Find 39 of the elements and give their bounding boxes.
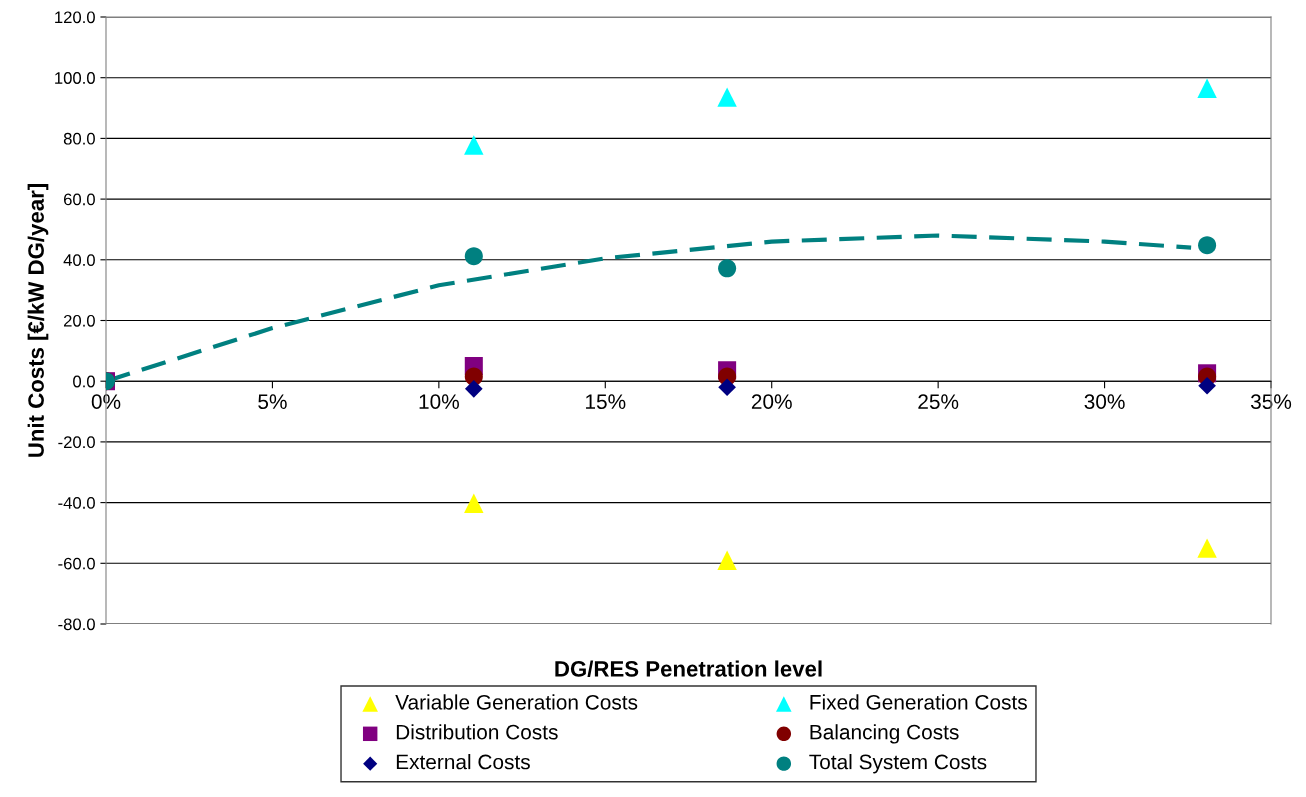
point bbox=[717, 550, 737, 570]
y-tick-label: -20.0 bbox=[58, 436, 95, 449]
point bbox=[1198, 236, 1217, 255]
legend-label: Distribution Costs bbox=[396, 724, 558, 740]
y-tick-label: -60.0 bbox=[58, 557, 95, 570]
y-tick-label: 20.0 bbox=[63, 314, 95, 327]
point bbox=[464, 247, 483, 266]
x-tick-label: 30% bbox=[1084, 394, 1125, 409]
x-tick-label: 20% bbox=[751, 394, 792, 409]
y-tick-label: 120.0 bbox=[55, 11, 95, 24]
y-tick-label: -80.0 bbox=[58, 618, 95, 631]
x-tick-label: 10% bbox=[419, 394, 459, 409]
legend-label: Balancing Costs bbox=[810, 724, 959, 744]
point bbox=[464, 379, 483, 398]
y-tick-label: 0.0 bbox=[73, 375, 95, 388]
legend-label: External Costs bbox=[396, 754, 530, 770]
x-tick-label: 0% bbox=[91, 394, 121, 409]
y-tick-label: 40.0 bbox=[63, 254, 95, 266]
y-tick-label: -40.0 bbox=[58, 497, 95, 509]
legend-label: Fixed Generation Costs bbox=[810, 694, 1027, 710]
x-axis-title: DG/RES Penetration level bbox=[555, 660, 822, 677]
point bbox=[1197, 538, 1217, 558]
x-tick-label: 25% bbox=[918, 394, 959, 409]
y-axis-title: Unit Costs [€/kW DG/year] bbox=[27, 184, 49, 457]
legend-label: Total System Costs bbox=[809, 754, 987, 774]
x-tick-label: 15% bbox=[586, 394, 626, 409]
y-tick-label: 60.0 bbox=[63, 193, 95, 206]
point bbox=[1198, 376, 1216, 395]
point bbox=[464, 135, 484, 155]
y-tick-label: 80.0 bbox=[63, 132, 95, 145]
point bbox=[718, 378, 736, 397]
point bbox=[1197, 78, 1217, 99]
point bbox=[717, 87, 737, 107]
x-tick-label: 5% bbox=[258, 394, 287, 409]
legend-label: Variable Generation Costs bbox=[395, 694, 638, 710]
point bbox=[464, 493, 484, 513]
y-tick-label: 100.0 bbox=[55, 72, 95, 84]
point bbox=[718, 259, 737, 278]
x-tick-label: 35% bbox=[1250, 394, 1292, 409]
